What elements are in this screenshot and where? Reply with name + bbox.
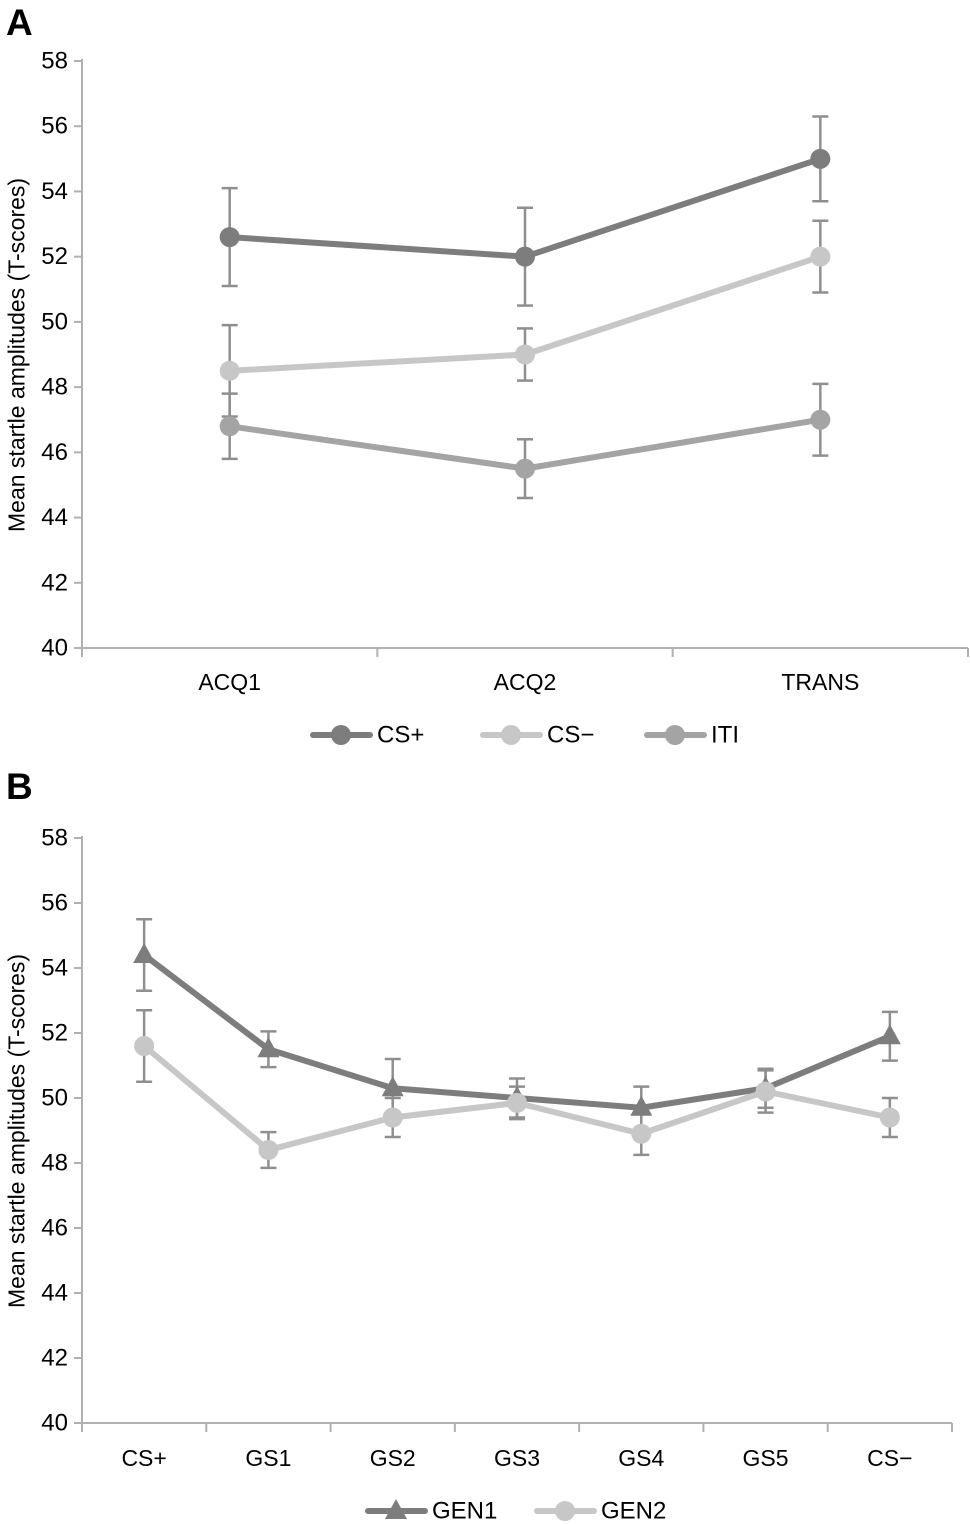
y-tick-label: 58 [41, 48, 68, 75]
category-label: GS3 [494, 1445, 540, 1471]
circle-marker [631, 1123, 652, 1144]
series-GEN1 [133, 943, 901, 1116]
category-label: GS1 [245, 1445, 291, 1471]
y-tick-label: 56 [41, 113, 68, 140]
series-ITI [219, 409, 831, 479]
circle-marker [515, 458, 535, 479]
circle-marker [258, 1140, 279, 1160]
category-label: ACQ1 [198, 669, 261, 695]
category-label: CS+ [121, 1445, 166, 1471]
x-axis-ticks [81, 1423, 953, 1432]
panel-b-axes [81, 836, 952, 1424]
circle-marker [382, 1107, 403, 1128]
y-tick-label: 40 [41, 1410, 68, 1437]
circle-marker [219, 227, 240, 248]
circle-marker [219, 416, 240, 437]
triangle-marker [385, 1499, 407, 1519]
category-label: GS5 [743, 1445, 789, 1471]
series-CS+ [219, 148, 831, 267]
triangle-marker [630, 1095, 653, 1116]
circle-marker [515, 246, 535, 267]
circle-marker [507, 1092, 527, 1113]
y-tick-label: 50 [41, 308, 68, 335]
circle-marker [501, 725, 521, 745]
y-tick-label: 48 [41, 1150, 68, 1177]
circle-marker [755, 1081, 776, 1102]
legend-label-GEN1: GEN1 [432, 1498, 497, 1524]
y-tick-label: 46 [41, 439, 68, 466]
y-tick-label: 44 [41, 504, 68, 531]
y-tick-label: 58 [41, 825, 68, 852]
triangle-marker [381, 1076, 404, 1097]
triangle-marker [133, 943, 156, 963]
circle-marker [555, 1501, 575, 1521]
legend: GEN1 GEN2 [365, 1498, 666, 1524]
category-label: TRANS [781, 669, 859, 695]
error-bars [136, 918, 898, 1170]
y-tick-label: 56 [41, 890, 68, 917]
legend-label-GEN2: GEN2 [601, 1498, 666, 1524]
y-tick-label: 54 [41, 955, 68, 982]
panel-a-chart: 58 56 54 52 50 48 46 44 42 40 ACQ1 ACQ2 TRANS CS+ CS− I… [41, 48, 969, 749]
y-tick-label: 52 [41, 1020, 68, 1047]
circle-marker [810, 148, 831, 169]
circle-marker [134, 1036, 155, 1056]
y-axis-ticks: 58 56 54 52 50 48 46 44 42 40 [41, 48, 82, 662]
circle-marker [810, 246, 831, 267]
x-axis-ticks [81, 648, 969, 657]
category-label: CS− [867, 1445, 912, 1471]
triangle-marker [257, 1037, 280, 1058]
y-tick-label: 42 [41, 1345, 68, 1372]
category-label: GS4 [618, 1445, 664, 1471]
y-tick-label: 44 [41, 1280, 68, 1307]
circle-marker [515, 344, 535, 365]
y-tick-label: 52 [41, 243, 68, 270]
panel-a-axes [81, 59, 968, 649]
y-tick-label: 40 [41, 635, 68, 662]
y-tick-label: 42 [41, 569, 68, 596]
legend: CS+ CS− ITI [310, 722, 739, 749]
y-tick-label: 50 [41, 1085, 68, 1112]
legend-label-CS−: CS− [547, 722, 594, 749]
circle-marker [879, 1107, 900, 1128]
circle-marker [810, 409, 831, 430]
series-CS− [219, 246, 831, 381]
panel-b-label: B [6, 766, 33, 807]
category-label: GS2 [370, 1445, 416, 1471]
category-label: ACQ2 [494, 669, 557, 695]
panel-a-label: A [6, 2, 33, 43]
triangle-marker [878, 1024, 901, 1045]
y-tick-label: 54 [41, 178, 68, 205]
circle-marker [219, 360, 240, 381]
legend-label-CS+: CS+ [377, 722, 424, 749]
series-GEN2 [134, 1036, 900, 1160]
x-axis-category-labels: ACQ1 ACQ2 TRANS [198, 669, 859, 695]
y-tick-label: 48 [41, 374, 68, 401]
y-axis-ticks: 58 56 54 52 50 48 46 44 42 40 [41, 825, 82, 1437]
circle-marker [665, 725, 685, 745]
circle-marker [331, 725, 351, 745]
x-axis-category-labels: CS+ GS1 GS2 GS3 GS4 GS5 CS− [121, 1445, 912, 1471]
y-tick-label: 46 [41, 1215, 68, 1242]
legend-label-ITI: ITI [711, 722, 739, 749]
